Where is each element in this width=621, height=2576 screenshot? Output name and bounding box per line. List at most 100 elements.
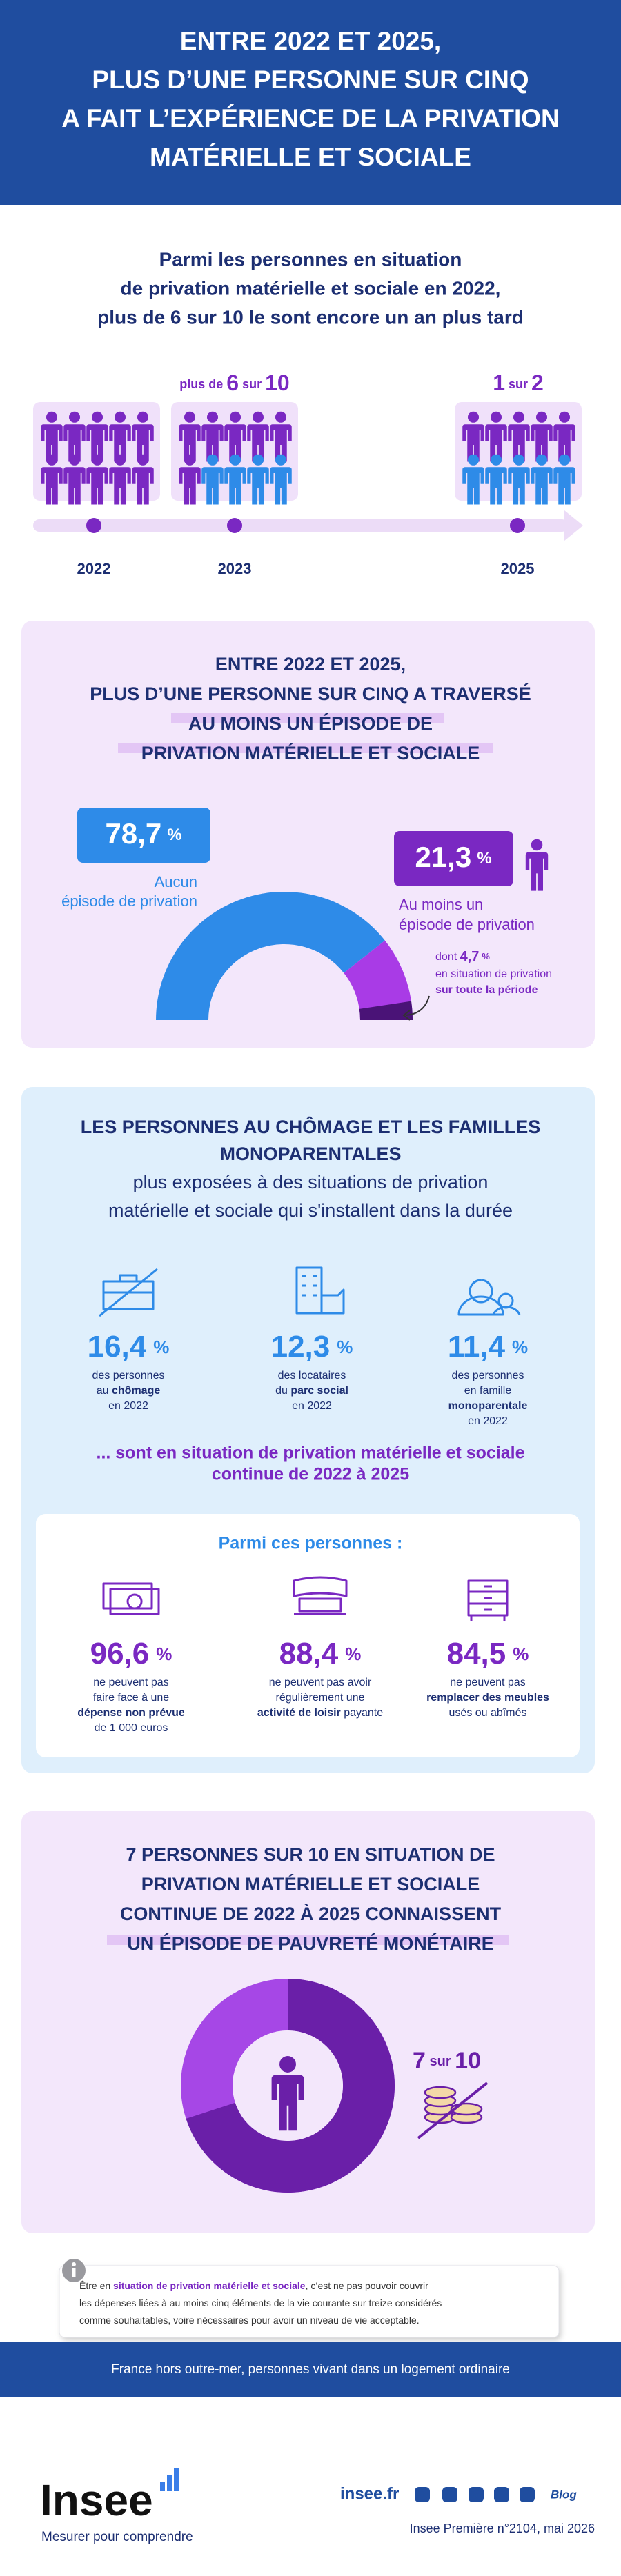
person-icon xyxy=(271,2056,304,2131)
stat-caption: usés ou abîmés xyxy=(449,1707,527,1719)
person-body xyxy=(485,424,507,462)
stat-icon xyxy=(457,1279,521,1316)
person-icon xyxy=(553,411,575,462)
person-body xyxy=(179,467,201,505)
stat-unit: % xyxy=(513,1644,529,1664)
stat-caption: monoparentale xyxy=(448,1400,528,1412)
section-title: AU MOINS UN ÉPISODE DE xyxy=(188,712,433,734)
stat-unit: % xyxy=(337,1337,353,1357)
text-segment: faire face à une xyxy=(93,1692,169,1704)
coins-strike xyxy=(417,2081,489,2139)
person-icon xyxy=(109,454,131,505)
stat-number: 96,6 xyxy=(90,1637,150,1670)
stat-number: 88,4 xyxy=(279,1637,339,1670)
header-band xyxy=(0,0,621,205)
person-icon xyxy=(508,454,530,505)
timeline-dot xyxy=(510,518,525,533)
text-segment: 6 xyxy=(226,370,239,395)
person-head xyxy=(137,454,149,466)
episode-panel xyxy=(21,621,595,1048)
person-body xyxy=(132,467,154,505)
person-body xyxy=(553,424,575,462)
header-title: A FAIT L’EXPÉRIENCE DE LA PRIVATION xyxy=(61,104,560,132)
person-body xyxy=(179,424,201,462)
person-body xyxy=(270,424,292,462)
stat-icon xyxy=(293,1576,348,1615)
group-label: 1 sur 2 xyxy=(493,370,544,395)
person-head xyxy=(275,454,287,466)
person-icon xyxy=(109,411,131,462)
person-body xyxy=(525,852,549,891)
value-number: 78,7 xyxy=(105,817,161,850)
ratio-count: 7 xyxy=(413,2048,426,2074)
social-icon xyxy=(494,2487,509,2502)
stat-number: 84,5 xyxy=(447,1637,506,1670)
stat-caption: en 2022 xyxy=(292,1400,332,1412)
text-segment: 10 xyxy=(265,370,290,395)
highlight xyxy=(171,713,444,723)
value-caption: Aucun xyxy=(155,873,197,890)
stat-caption: ne peuvent pas avoir xyxy=(269,1677,372,1688)
continuation-text: ... sont en situation de privation matér… xyxy=(97,1444,525,1463)
section-title: PRIVATION MATÉRIELLE ET SOCIALE xyxy=(141,742,480,763)
person-body xyxy=(86,424,108,462)
stat-icon xyxy=(102,1582,160,1615)
text-segment: 2 xyxy=(531,370,544,395)
note-line: comme souhaitables, voire nécessaires po… xyxy=(79,2315,420,2326)
person-body xyxy=(63,467,86,505)
person-icon xyxy=(179,454,201,505)
person-head xyxy=(229,411,241,423)
value-unit: % xyxy=(167,826,181,844)
among-panel xyxy=(36,1514,580,1757)
header-title: MATÉRIELLE ET SOCIALE xyxy=(150,143,471,171)
person-head xyxy=(252,454,264,466)
social-icon xyxy=(442,2487,457,2502)
person-head xyxy=(206,454,219,466)
whole-caption: sur toute la période xyxy=(435,984,538,996)
stat-icon xyxy=(467,1579,509,1621)
donut-whole xyxy=(359,1001,413,1020)
text-segment: monoparentale xyxy=(448,1400,528,1412)
person-body xyxy=(132,424,154,462)
footer-band xyxy=(0,2342,621,2397)
person-icon xyxy=(485,411,507,462)
person-head xyxy=(490,411,502,423)
stat-caption: remplacer des meubles xyxy=(426,1692,549,1704)
person-body xyxy=(247,467,269,505)
stat-icon xyxy=(99,1268,158,1317)
person-head xyxy=(531,839,543,851)
stat-number: 12,3 xyxy=(271,1330,331,1364)
person-icon xyxy=(224,411,246,462)
person-head xyxy=(229,454,241,466)
coin xyxy=(424,2086,457,2099)
timeline-dot xyxy=(86,518,101,533)
brand-tagline: Mesurer pour comprendre xyxy=(41,2530,193,2544)
person-body xyxy=(41,467,63,505)
info-icon-bar xyxy=(72,2268,76,2277)
person-icon xyxy=(531,411,553,462)
section-title: PLUS D’UNE PERSONNE SUR CINQ A TRAVERSÉ xyxy=(90,683,531,704)
text-segment: ne peuvent pas xyxy=(93,1677,168,1688)
person-icon xyxy=(132,411,154,462)
text-segment: payante xyxy=(341,1707,383,1719)
text-segment: 1 xyxy=(493,370,505,395)
stat-caption: ne peuvent pas xyxy=(93,1677,168,1688)
person-head xyxy=(467,411,480,423)
person-icon xyxy=(462,411,484,462)
section-title: de privation matérielle et sociale en 20… xyxy=(121,277,501,299)
stat-caption: en 2022 xyxy=(468,1415,508,1427)
person-icon xyxy=(270,411,292,462)
whole-caption: en situation de privation xyxy=(435,968,552,980)
person-icon xyxy=(553,454,575,505)
text-segment: ne peuvent pas avoir xyxy=(269,1677,372,1688)
value-box xyxy=(77,808,210,863)
note-box xyxy=(59,2265,560,2338)
ratio-label: 7 sur 10 xyxy=(413,2048,481,2074)
person-body xyxy=(508,467,530,505)
person-icon xyxy=(508,411,530,462)
note-line: les dépenses liées à au moins cinq éléme… xyxy=(79,2297,442,2308)
stat-icon xyxy=(295,1266,345,1315)
person-head xyxy=(467,454,480,466)
person-body xyxy=(462,424,484,462)
whole-label: dont 4,7% xyxy=(435,949,490,964)
